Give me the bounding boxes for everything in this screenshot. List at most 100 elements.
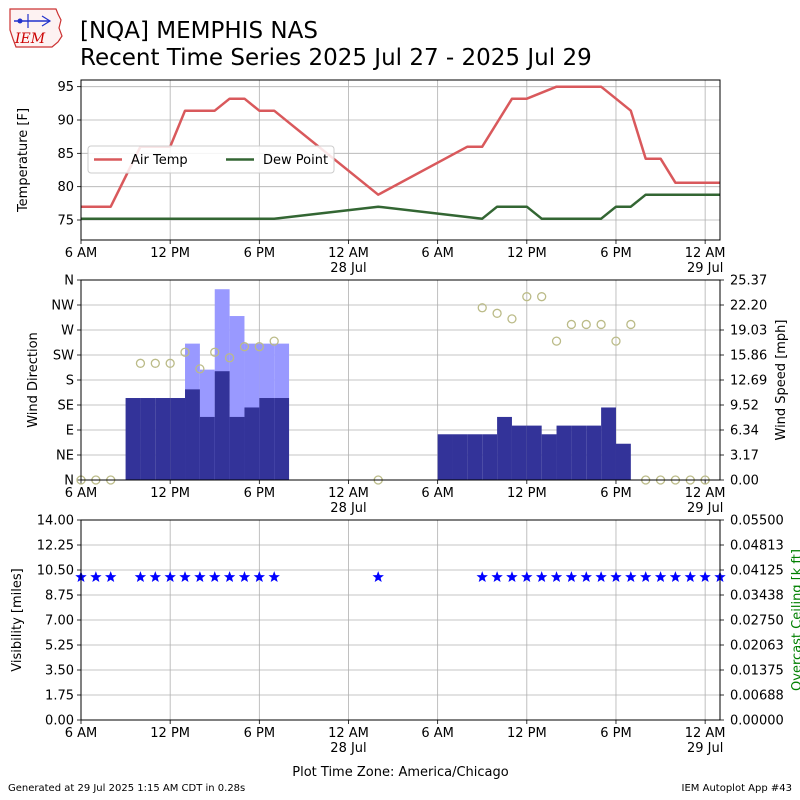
wind-dir-tick-label: S: [66, 374, 74, 389]
visibility-point: [223, 571, 236, 582]
vis-x-tick-label: 12 AM: [685, 726, 726, 741]
wind-speed-bar: [467, 434, 483, 480]
temp-x-tick-label: 6 PM: [600, 246, 631, 261]
wind-x-tick-label: 28 Jul: [330, 501, 366, 516]
temp-x-tick-label: 12 AM: [328, 246, 369, 261]
visibility-point: [580, 571, 592, 582]
wind-direction-point: [551, 336, 562, 346]
vis-x-tick-label: 12 PM: [150, 726, 190, 741]
temp-axes-frame: [80, 79, 721, 241]
temp-y-tick-label: 90: [57, 114, 74, 129]
vis-y-tick-label: 8.75: [45, 589, 74, 604]
vis-x-tick-label: 29 Jul: [687, 741, 723, 756]
vis-x-tick-label: 28 Jul: [330, 741, 366, 756]
visibility-point: [506, 571, 518, 582]
wind-direction-point: [477, 303, 487, 313]
visibility-point: [640, 571, 652, 582]
wind-direction-point: [135, 358, 146, 368]
vis-axes-frame: [80, 519, 721, 721]
vis-y-tick-label: 7.00: [45, 614, 74, 629]
temp-x-tick-label: 12 PM: [507, 246, 547, 261]
wind-direction-point: [492, 308, 502, 318]
wind-speed-bar: [437, 434, 453, 480]
temp-y-tick-label: 85: [57, 147, 74, 162]
visibility-point: [253, 571, 265, 582]
vis-y-tick-label: 12.25: [37, 539, 74, 554]
wind-x-tick-label: 12 PM: [507, 486, 547, 501]
temp-y-tick-label: 80: [57, 180, 74, 195]
legend-label-air-temp: Air Temp: [131, 153, 188, 168]
vis-x-tick-label: 6 PM: [244, 726, 275, 741]
wind-speed-bar: [497, 416, 512, 480]
wind-direction-point: [507, 314, 517, 324]
wind-speed-bar: [452, 434, 468, 480]
wind-direction-point: [180, 347, 190, 357]
visibility-point: [134, 571, 147, 582]
temp-x-tick-label: 12 AM: [685, 246, 726, 261]
wind-direction-point: [581, 319, 591, 330]
wind-speed-bar: [229, 416, 245, 480]
wind-speed-tick-label: 12.69: [730, 374, 767, 389]
ceiling-tick-label: 0.02750: [730, 614, 784, 629]
wind-speed-bar: [170, 398, 186, 480]
wind-dir-tick-label: E: [66, 424, 74, 439]
wind-x-tick-label: 6 AM: [421, 486, 454, 501]
wind-speed-bar: [185, 389, 200, 480]
wind-speed-bar: [140, 398, 156, 480]
wind-speed-bar: [125, 398, 141, 480]
vis-y-tick-label: 0.00: [45, 714, 74, 729]
wind-speed-bar: [199, 416, 215, 480]
ceiling-tick-label: 0.00000: [730, 714, 784, 729]
wind-x-tick-label: 6 AM: [65, 486, 98, 501]
ceiling-tick-label: 0.01375: [730, 664, 784, 679]
wind-direction-point: [626, 319, 636, 330]
wind-direction-point: [611, 336, 621, 346]
wind-speed-tick-label: 3.17: [730, 449, 759, 464]
visibility-point: [90, 571, 102, 582]
wind-dir-tick-label: W: [61, 324, 74, 339]
visibility-point: [521, 571, 533, 582]
wind-x-tick-label: 12 AM: [685, 486, 726, 501]
wind-speed-tick-label: 19.03: [730, 324, 767, 339]
visibility-axis-label: Visibility [miles]: [10, 568, 25, 671]
legend-label-dew-point: Dew Point: [263, 153, 328, 168]
wind-speed-bar: [586, 425, 602, 480]
iem-logo-text: IEM: [14, 31, 46, 47]
wind-speed-bar: [541, 434, 557, 480]
temp-y-axis-label: Temperature [F]: [16, 108, 31, 213]
wind-speed-tick-label: 15.86: [730, 349, 767, 364]
wind-direction-axis-label: Wind Direction: [26, 332, 41, 428]
chart-subtitle: Recent Time Series 2025 Jul 27 - 2025 Ju…: [80, 45, 592, 71]
visibility-point: [209, 571, 221, 582]
visibility-point: [684, 571, 696, 582]
wind-x-tick-label: 12 AM: [328, 486, 369, 501]
vis-y-tick-label: 5.25: [45, 639, 74, 654]
vis-y-tick-label: 10.50: [37, 564, 74, 579]
temp-x-tick-label: 6 AM: [421, 246, 454, 261]
vis-y-tick-label: 1.75: [45, 689, 74, 704]
vis-x-tick-label: 6 PM: [600, 726, 631, 741]
wind-x-tick-label: 6 PM: [600, 486, 631, 501]
visibility-point: [669, 571, 682, 582]
wind-direction-point: [254, 342, 264, 352]
air-temp-line: [81, 85, 720, 208]
visibility-point: [179, 571, 191, 582]
wind-dir-tick-label: SE: [58, 399, 74, 414]
wind-speed-bar: [259, 398, 275, 480]
wind-speed-tick-label: 9.52: [730, 399, 759, 414]
wind-direction-point: [210, 347, 220, 357]
ceiling-tick-label: 0.04813: [730, 539, 784, 554]
visibility-point: [536, 571, 548, 582]
wind-speed-bar: [526, 425, 542, 480]
wind-panel: N NE E SE S SW W NW N 0.00 3.17 6.34 9.52 12.69 15.86 1…: [26, 274, 789, 517]
vis-y-tick-label: 3.50: [45, 664, 74, 679]
visibility-point: [491, 571, 503, 582]
visibility-point: [550, 571, 563, 582]
wind-speed-bar: [274, 398, 290, 480]
wind-speed-bar: [511, 425, 527, 480]
wind-speed-axis-label: Wind Speed [mph]: [774, 320, 789, 441]
temp-legend-box: [87, 145, 335, 174]
ceiling-tick-label: 0.00688: [730, 689, 784, 704]
temp-y-tick-label: 95: [57, 80, 74, 95]
